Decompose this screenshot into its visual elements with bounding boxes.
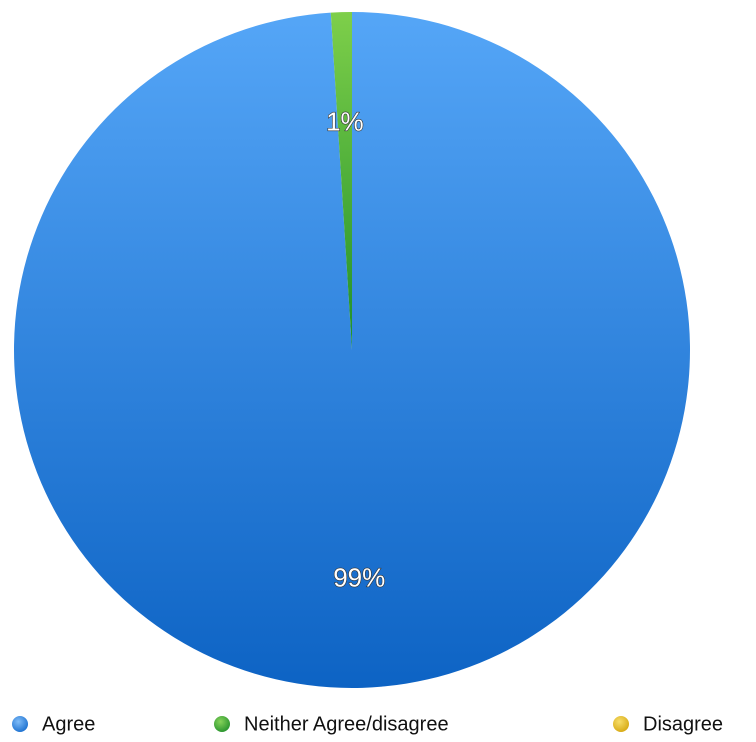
legend: Agree Neither Agree/disagree Disagree bbox=[12, 713, 723, 735]
legend-item-neither-agree-disagree: Neither Agree/disagree bbox=[214, 713, 449, 735]
legend-label-agree: Agree bbox=[42, 713, 95, 735]
legend-swatch-neither-agree-disagree bbox=[214, 716, 230, 732]
legend-swatch-disagree bbox=[613, 716, 629, 732]
legend-label-disagree: Disagree bbox=[643, 713, 723, 735]
pie-label-neither-agree-disagree: 1% bbox=[326, 107, 364, 137]
legend-swatch-agree bbox=[12, 716, 28, 732]
pie-slice-neither-agree-disagree bbox=[330, 12, 352, 350]
pie-slice-labels: 99% 1% bbox=[325, 106, 385, 593]
pie-label-agree: 99% bbox=[333, 563, 385, 593]
legend-label-neither-agree-disagree: Neither Agree/disagree bbox=[244, 713, 449, 735]
pie-slices bbox=[13, 12, 690, 688]
legend-item-agree: Agree bbox=[12, 713, 95, 735]
legend-item-disagree: Disagree bbox=[613, 713, 723, 735]
pie-slice-agree bbox=[13, 12, 690, 688]
